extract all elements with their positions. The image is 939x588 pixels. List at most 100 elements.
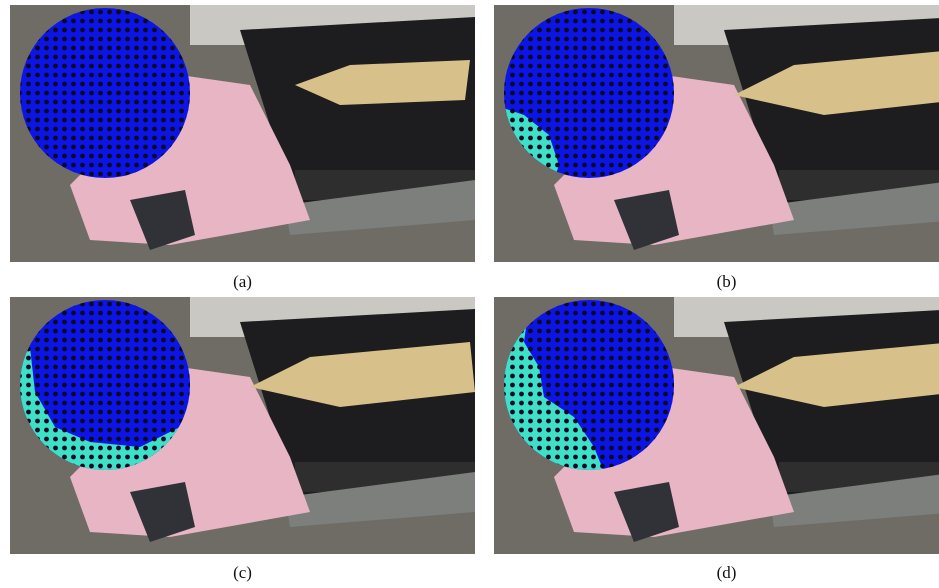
- sensor-dot: [654, 383, 659, 388]
- sensor-dot: [582, 302, 587, 307]
- sensor-dot: [636, 320, 641, 325]
- sensor-dot: [89, 154, 94, 159]
- sensor-dot: [89, 320, 94, 325]
- sensor-dot: [528, 55, 533, 60]
- sensor-dot: [125, 365, 130, 370]
- sensor-dot: [627, 136, 632, 141]
- sensor-dot: [89, 392, 94, 397]
- sensor-dot: [98, 73, 103, 78]
- sensor-dot: [98, 383, 103, 388]
- sensor-dot: [71, 28, 76, 33]
- sensor-dot: [125, 320, 130, 325]
- sensor-dot: [582, 383, 587, 388]
- sensor-dot: [44, 37, 49, 42]
- sensor-dot: [89, 347, 94, 352]
- sensor-dot: [555, 365, 560, 370]
- sensor-dot: [44, 437, 49, 442]
- sensor-dot: [143, 329, 148, 334]
- sensor-dot: [125, 37, 130, 42]
- sensor-dot: [89, 365, 94, 370]
- sensor-dot: [582, 28, 587, 33]
- sensor-dot: [179, 410, 184, 415]
- sensor-dot: [107, 154, 112, 159]
- sensor-dot: [134, 356, 139, 361]
- sensor-dot: [591, 64, 596, 69]
- sensor-dot: [564, 410, 569, 415]
- sensor-dot: [98, 455, 103, 460]
- sensor-dot: [161, 410, 166, 415]
- sensor-dot: [80, 136, 85, 141]
- sensor-dot: [89, 145, 94, 150]
- sensor-dot: [134, 163, 139, 168]
- sensor-dot: [44, 410, 49, 415]
- sensor-dot: [125, 145, 130, 150]
- sensor-dot: [546, 55, 551, 60]
- sensor-dot: [53, 392, 58, 397]
- sensor-dot: [71, 46, 76, 51]
- sensor-dot: [537, 419, 542, 424]
- sensor-dot: [591, 145, 596, 150]
- sensor-dot: [645, 46, 650, 51]
- sensor-dot: [555, 446, 560, 451]
- sensor-dot: [618, 55, 623, 60]
- sensor-dot: [71, 392, 76, 397]
- sensor-dot: [161, 82, 166, 87]
- sensor-dot: [510, 401, 515, 406]
- sensor-dot: [179, 365, 184, 370]
- sensor-dot: [161, 338, 166, 343]
- sensor-dot: [645, 73, 650, 78]
- sensor-dot: [125, 410, 130, 415]
- sensor-dot: [663, 392, 668, 397]
- sensor-dot: [143, 338, 148, 343]
- sensor-dot: [98, 37, 103, 42]
- sensor-dot: [609, 329, 614, 334]
- sensor-dot: [116, 82, 121, 87]
- sensor-dot: [528, 419, 533, 424]
- sensor-dot: [80, 154, 85, 159]
- sensor-dot: [618, 320, 623, 325]
- sensor-dot: [618, 127, 623, 132]
- sensor-dot: [546, 329, 551, 334]
- sensor-dot: [555, 55, 560, 60]
- sensor-dot: [663, 82, 668, 87]
- sensor-dot: [609, 347, 614, 352]
- sensor-dot: [564, 136, 569, 141]
- sensor-dot: [143, 365, 148, 370]
- sensor-dot: [107, 46, 112, 51]
- sensor-dot: [618, 311, 623, 316]
- sensor-dot: [116, 73, 121, 78]
- sensor-dot: [116, 356, 121, 361]
- sensor-dot: [134, 374, 139, 379]
- sensor-dot: [35, 100, 40, 105]
- sensor-dot: [591, 464, 596, 469]
- sensor-dot: [537, 383, 542, 388]
- sensor-dot: [170, 338, 175, 343]
- sensor-dot: [89, 356, 94, 361]
- sensor-dot: [636, 347, 641, 352]
- sensor-dot: [62, 91, 67, 96]
- sensor-dot: [582, 392, 587, 397]
- sensor-dot: [564, 365, 569, 370]
- sensor-dot: [627, 127, 632, 132]
- sensor-dot: [134, 136, 139, 141]
- sensor-dot: [107, 455, 112, 460]
- sensor-dot: [71, 428, 76, 433]
- sensor-dot: [537, 73, 542, 78]
- sensor-dot: [98, 109, 103, 114]
- sensor-dot: [591, 109, 596, 114]
- sensor-dot: [600, 118, 605, 123]
- sensor-dot: [89, 419, 94, 424]
- sensor-dot: [510, 73, 515, 78]
- sensor-dot: [555, 100, 560, 105]
- sensor-dot: [609, 446, 614, 451]
- sensor-dot: [62, 365, 67, 370]
- sensor-dot: [71, 118, 76, 123]
- sensor-dot: [591, 55, 596, 60]
- sensor-dot: [116, 172, 121, 177]
- sensor-dot: [573, 392, 578, 397]
- sensor-dot: [537, 338, 542, 343]
- sensor-dot: [510, 374, 515, 379]
- sensor-dot: [143, 392, 148, 397]
- sensor-dot: [80, 64, 85, 69]
- sensor-dot: [143, 28, 148, 33]
